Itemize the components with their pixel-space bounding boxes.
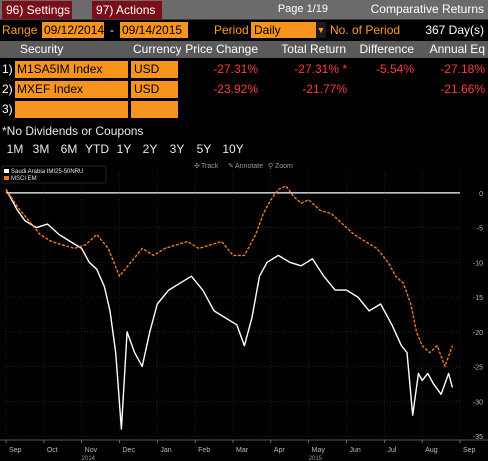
difference-cell xyxy=(349,81,414,98)
header-price-change: Price Change xyxy=(181,41,261,58)
x-axis: Sep Oct Nov Dec Jan Feb Mar Apr May Jun Jul Aug Sep 2… xyxy=(0,439,488,461)
header-security: Security xyxy=(0,41,131,58)
series-line-saudi xyxy=(5,189,454,430)
period-button-3y[interactable]: 3Y xyxy=(169,142,185,156)
chart-grid xyxy=(5,172,461,437)
y-tick-label: -10 xyxy=(473,260,483,267)
legend-swatch-msci xyxy=(4,176,9,180)
difference-cell: -5.54% xyxy=(375,62,414,76)
y-tick-label: -30 xyxy=(473,399,483,406)
total-return-cell: -21.77% xyxy=(302,82,347,96)
header-currency: Currency xyxy=(131,41,182,58)
row-number: 1) xyxy=(2,62,13,76)
range-row: Range 09/12/2014 - 09/14/2015 Period Dai… xyxy=(0,21,488,40)
period-value: Daily xyxy=(254,23,281,37)
year-label: 2015 xyxy=(309,456,323,461)
table-row[interactable]: 1) M1SA5IM Index USD -27.31% -27.31% * -… xyxy=(0,61,488,78)
period-button-6m[interactable]: 6M xyxy=(60,142,78,156)
range-end-input[interactable]: 09/14/2015 xyxy=(120,22,188,38)
range-start-input[interactable]: 09/12/2014 xyxy=(42,22,105,38)
legend-box xyxy=(1,165,107,184)
track-icon[interactable]: ✣ xyxy=(194,162,200,170)
period-button-10y[interactable]: 10Y xyxy=(222,142,244,156)
period-select[interactable]: Daily ▼ xyxy=(251,22,326,38)
page-title: Comparative Returns xyxy=(370,2,484,16)
annotate-icon[interactable]: ✎ xyxy=(228,163,234,170)
period-button-2y[interactable]: 2Y xyxy=(142,142,158,156)
period-button-ytd[interactable]: YTD xyxy=(85,142,109,156)
row-number: 2) xyxy=(2,82,13,96)
table-row[interactable]: 2) MXEF Index USD -23.92% -21.77% -21.66… xyxy=(0,81,488,98)
header-total-return: Total Return xyxy=(261,41,349,58)
currency-cell[interactable] xyxy=(131,101,178,118)
security-cell[interactable]: MXEF Index xyxy=(15,81,128,98)
table-row[interactable]: 3) xyxy=(0,101,488,118)
chart-background xyxy=(0,160,488,461)
toolbar: 96) Settings 97) Actions Page 1/19 Compa… xyxy=(0,0,488,20)
annual-eq-cell: -27.18% xyxy=(440,62,485,76)
y-tick-label: -25 xyxy=(473,365,483,372)
x-tick-label: Apr xyxy=(274,447,286,454)
actions-button[interactable]: 97) Actions xyxy=(92,1,162,19)
zoom-tool[interactable]: Zoom xyxy=(275,163,293,170)
settings-button[interactable]: 96) Settings xyxy=(2,1,72,19)
x-tick-label: Jul xyxy=(387,447,396,454)
y-axis: 0 -5 -10 -15 -20 -25 -30 -35 xyxy=(473,191,483,441)
y-tick-label: -20 xyxy=(473,330,483,337)
range-label: Range xyxy=(2,23,38,37)
x-tick-label: Oct xyxy=(47,447,58,454)
dividends-note: *No Dividends or Coupons xyxy=(2,124,144,138)
period-button-1y[interactable]: 1Y xyxy=(116,142,132,156)
legend-msci: MSCI EM xyxy=(11,176,37,182)
x-tick-label: Mar xyxy=(236,447,249,454)
returns-chart[interactable]: 0 -5 -10 -15 -20 -25 -30 -35 Sep Oct Nov Dec Jan Feb… xyxy=(0,160,488,461)
price-change-cell: -23.92% xyxy=(213,82,258,96)
chart-legend: Saudi Arabia IMI25-50NRU MSCI EM xyxy=(1,165,107,184)
y-tick-label: -15 xyxy=(473,295,483,302)
header-annual-eq: Annual Eq xyxy=(417,41,488,58)
zoom-icon[interactable]: ⚲ xyxy=(268,163,273,170)
annual-eq-cell: -21.66% xyxy=(440,82,485,96)
legend-swatch-saudi xyxy=(4,169,9,173)
x-tick-label: Aug xyxy=(425,447,438,454)
track-tool[interactable]: Track xyxy=(201,163,219,170)
currency-cell[interactable]: USD xyxy=(131,61,178,78)
security-cell[interactable] xyxy=(15,101,128,118)
total-return-cell: -27.31% * xyxy=(294,62,347,76)
days-count: 367 Day(s) xyxy=(425,23,484,37)
annotate-tool[interactable]: Annotate xyxy=(235,163,263,170)
x-tick-label: Feb xyxy=(198,447,210,454)
row-number: 3) xyxy=(2,102,13,116)
x-tick-label: Sep xyxy=(463,447,476,454)
chart-svg: 0 -5 -10 -15 -20 -25 -30 -35 Sep Oct Nov Dec Jan Feb… xyxy=(0,160,488,461)
y-tick-label: 0 xyxy=(479,191,483,198)
price-change-cell: -27.31% xyxy=(213,62,258,76)
x-tick-label: Nov xyxy=(85,447,98,454)
currency-cell[interactable]: USD xyxy=(131,81,178,98)
period-label: Period xyxy=(214,23,249,37)
chevron-down-icon[interactable]: ▼ xyxy=(316,22,326,38)
period-button-5y[interactable]: 5Y xyxy=(196,142,212,156)
x-tick-label: Jan xyxy=(160,447,171,454)
security-cell[interactable]: M1SA5IM Index xyxy=(15,61,128,78)
num-period-label: No. of Period xyxy=(330,23,401,37)
x-tick-label: Jun xyxy=(350,447,361,454)
x-tick-label: May xyxy=(312,447,326,454)
series-line-msci-em xyxy=(5,185,454,368)
header-difference: Difference xyxy=(349,41,417,58)
y-tick-label: -35 xyxy=(473,434,483,441)
period-button-1m[interactable]: 1M xyxy=(6,142,24,156)
x-tick-label: Sep xyxy=(9,447,22,454)
page-indicator: Page 1/19 xyxy=(277,3,328,15)
x-tick-label: Dec xyxy=(123,447,136,454)
period-button-3m[interactable]: 3M xyxy=(32,142,50,156)
year-label: 2014 xyxy=(82,456,96,461)
chart-series xyxy=(5,185,454,430)
legend-saudi: Saudi Arabia IMI25-50NRU xyxy=(11,169,83,175)
range-dash: - xyxy=(110,23,114,37)
y-tick-label: -5 xyxy=(477,226,483,233)
chart-tools: ✣ Track ✎ Annotate ⚲ Zoom xyxy=(194,162,293,170)
